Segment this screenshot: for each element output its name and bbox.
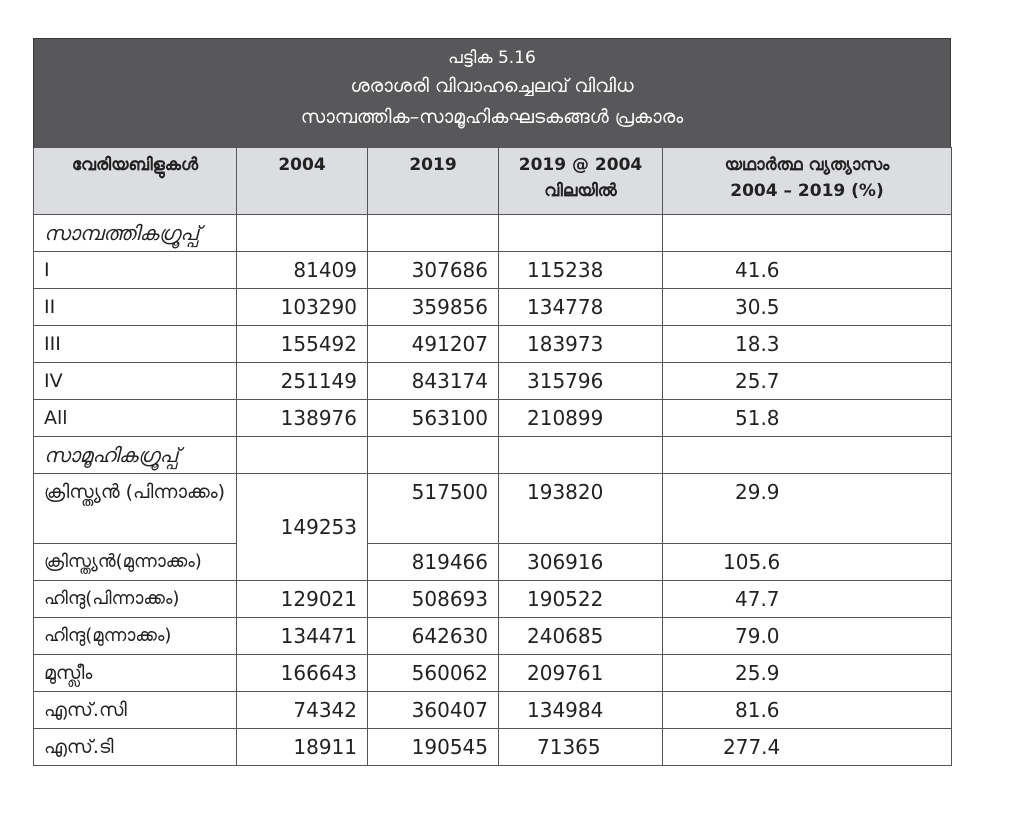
header-2019-at-2004-line1: 2019 @ 2004	[518, 155, 643, 175]
table-row: ഹിന്ദു(മുന്നാക്കം) 134471 642630 240685 …	[33, 617, 952, 655]
cell-2019-at-2004: 183973	[498, 325, 663, 363]
cell-2004: 81409	[236, 251, 368, 289]
cell-2004: 103290	[236, 288, 368, 326]
cell-2019-at-2004: 240685	[498, 617, 663, 655]
cell-2019: 190545	[367, 728, 499, 766]
cell-real-diff: 41.6	[662, 251, 952, 289]
table-row: All 138976 563100 210899 51.8	[33, 399, 952, 437]
table-row: II 103290 359856 134778 30.5	[33, 288, 952, 326]
cell-2019-at-2004: 210899	[498, 399, 663, 437]
cell-2019: 491207	[367, 325, 499, 363]
cell-real-diff: 51.8	[662, 399, 952, 437]
table-row: ക്രിസ്ത്യൻ (പിന്നാക്കം) 149253 517500 19…	[33, 473, 952, 581]
header-real-difference: യഥാർത്ഥ വ്യത്യാസം 2004 – 2019 (%)	[662, 147, 952, 215]
cell-real-diff: 47.7	[662, 580, 952, 618]
row-label: II	[33, 288, 237, 326]
cell-2019: 359856	[367, 288, 499, 326]
cell-2019: 360407	[367, 691, 499, 729]
cell-2019-at-2004: 115238	[498, 251, 663, 289]
cell-2019-at-2004: 190522	[498, 580, 663, 618]
cell-2004: 155492	[236, 325, 368, 363]
table-row: മുസ്ലീം 166643 560062 209761 25.9	[33, 654, 952, 692]
row-label: IV	[33, 362, 237, 400]
header-2019-at-2004: 2019 @ 2004 വിലയിൽ	[498, 147, 663, 215]
header-real-difference-line1: യഥാർത്ഥ വ്യത്യാസം	[724, 155, 890, 175]
table-number: പട്ടിക 5.16	[448, 48, 536, 68]
cell-2019: 642630	[367, 617, 499, 655]
cell-real-diff: 29.9	[662, 473, 952, 544]
row-label: ക്രിസ്ത്യൻ(മുന്നാക്കം)	[33, 543, 237, 581]
cell-2019-at-2004: 306916	[498, 543, 663, 581]
table-row: III 155492 491207 183973 18.3	[33, 325, 952, 363]
cell-2019: 560062	[367, 654, 499, 692]
empty-cell	[498, 436, 663, 474]
header-2019-at-2004-line2: വിലയിൽ	[544, 181, 617, 201]
empty-cell	[662, 214, 952, 252]
row-label: I	[33, 251, 237, 289]
table-row: I 81409 307686 115238 41.6	[33, 251, 952, 289]
cell-2019: 563100	[367, 399, 499, 437]
cell-2019-at-2004: 134778	[498, 288, 663, 326]
cell-2004-christian-shared: 149253	[236, 473, 368, 581]
cell-real-diff: 18.3	[662, 325, 952, 363]
table-row: ഹിന്ദു(പിന്നാക്കം) 129021 508693 190522 …	[33, 580, 952, 618]
cell-2019-at-2004: 209761	[498, 654, 663, 692]
row-label: All	[33, 399, 237, 437]
row-label: എസ്.സി	[33, 691, 237, 729]
row-label: മുസ്ലീം	[33, 654, 237, 692]
empty-cell	[367, 214, 499, 252]
cell-real-diff: 81.6	[662, 691, 952, 729]
row-label: ഹിന്ദു(പിന്നാക്കം)	[33, 580, 237, 618]
table-row: IV 251149 843174 315796 25.7	[33, 362, 952, 400]
table-row: ക്രിസ്ത്യൻ(മുന്നാക്കം) 819466 306916 105…	[33, 543, 952, 581]
row-label: III	[33, 325, 237, 363]
group-label-economic: സാമ്പത്തികഗ്രൂപ്പ്	[33, 214, 237, 252]
cell-2004: 166643	[236, 654, 368, 692]
group-row-social: സാമൂഹികഗ്രൂപ്പ്	[33, 436, 952, 474]
cell-real-diff: 30.5	[662, 288, 952, 326]
cell-real-diff: 25.9	[662, 654, 952, 692]
table-title-line-1: ശരാശരി വിവാഹച്ചെലവ് വിവിധ	[350, 75, 634, 97]
cell-2019: 843174	[367, 362, 499, 400]
table-row: എസ്.സി 74342 360407 134984 81.6	[33, 691, 952, 729]
empty-cell	[367, 436, 499, 474]
header-real-difference-line2: 2004 – 2019 (%)	[730, 181, 884, 201]
header-2004: 2004	[236, 147, 368, 215]
data-table: വേരിയബിളുകൾ 2004 2019 2019 @ 2004 വിലയിൽ…	[33, 147, 952, 766]
cell-real-diff: 277.4	[662, 728, 952, 766]
table-row: എസ്.ടി 18911 190545 71365 277.4	[33, 728, 952, 766]
cell-2004: 138976	[236, 399, 368, 437]
empty-cell	[236, 214, 368, 252]
header-2019: 2019	[367, 147, 499, 215]
cell-2019-at-2004: 193820	[498, 473, 663, 544]
cell-2019-at-2004: 71365	[498, 728, 663, 766]
cell-2019: 508693	[367, 580, 499, 618]
group-row-economic: സാമ്പത്തികഗ്രൂപ്പ്	[33, 214, 952, 252]
cell-real-diff: 25.7	[662, 362, 952, 400]
table-title: പട്ടിക 5.16 ശരാശരി വിവാഹച്ചെലവ് വിവിധ സാ…	[33, 38, 951, 147]
cell-real-diff: 79.0	[662, 617, 952, 655]
cell-2004: 18911	[236, 728, 368, 766]
cell-2019: 307686	[367, 251, 499, 289]
table-title-line-2: സാമ്പത്തിക–സാമൂഹികഘടകങ്ങൾ പ്രകാരം	[300, 106, 684, 128]
cell-2019: 517500	[367, 473, 499, 544]
cell-real-diff: 105.6	[662, 543, 952, 581]
cell-2004: 129021	[236, 580, 368, 618]
row-label: എസ്.ടി	[33, 728, 237, 766]
empty-cell	[236, 436, 368, 474]
cell-2019-at-2004: 315796	[498, 362, 663, 400]
cell-2019-at-2004: 134984	[498, 691, 663, 729]
row-label: ക്രിസ്ത്യൻ (പിന്നാക്കം)	[33, 473, 237, 544]
group-label-social: സാമൂഹികഗ്രൂപ്പ്	[33, 436, 237, 474]
empty-cell	[498, 214, 663, 252]
cell-2019: 819466	[367, 543, 499, 581]
marriage-expense-table: പട്ടിക 5.16 ശരാശരി വിവാഹച്ചെലവ് വിവിധ സാ…	[33, 38, 952, 766]
empty-cell	[662, 436, 952, 474]
header-variables: വേരിയബിളുകൾ	[33, 147, 237, 215]
cell-2004: 74342	[236, 691, 368, 729]
cell-2004: 251149	[236, 362, 368, 400]
row-label: ഹിന്ദു(മുന്നാക്കം)	[33, 617, 237, 655]
cell-2004: 134471	[236, 617, 368, 655]
header-row: വേരിയബിളുകൾ 2004 2019 2019 @ 2004 വിലയിൽ…	[33, 147, 952, 215]
